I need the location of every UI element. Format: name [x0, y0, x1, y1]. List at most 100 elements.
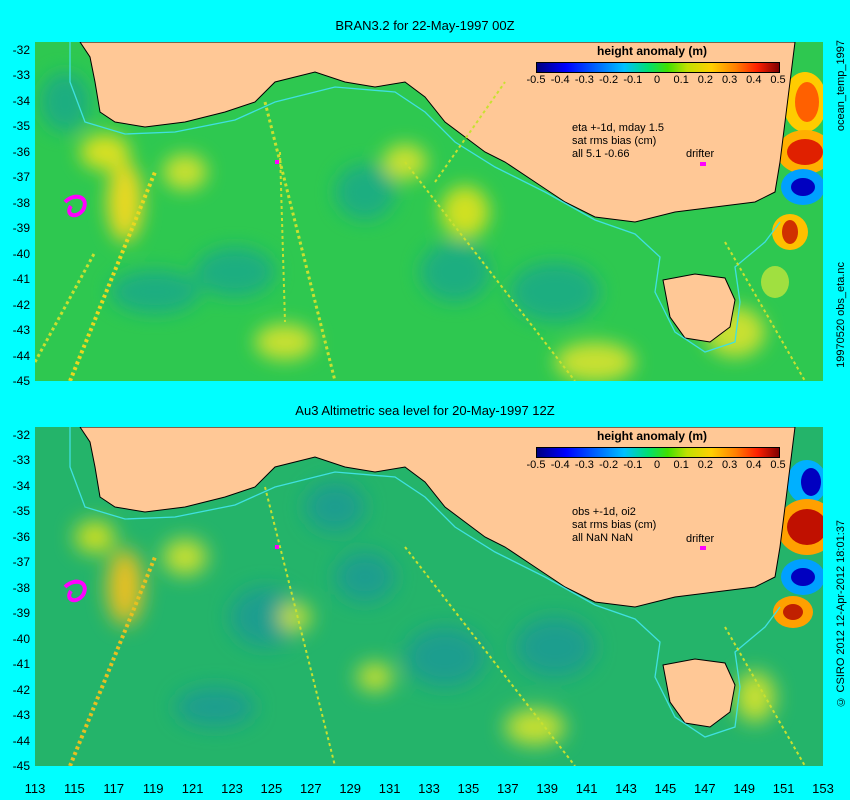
colorbar-tick-label: -0.4 — [550, 459, 570, 471]
panel-1-note: eta +-1d, mday 1.5 sat rms bias (cm) all… — [572, 122, 664, 161]
colorbar-tick-label: -0.1 — [623, 74, 643, 86]
y-tick-label: -39 — [12, 606, 30, 621]
y-tick-label: -33 — [12, 453, 30, 468]
colorbar-tick-label: 0.5 — [770, 74, 786, 86]
australia-land — [79, 427, 796, 608]
colorbar-gradient — [536, 62, 780, 73]
x-tick-label: 123 — [221, 781, 243, 796]
y-tick-label: -41 — [12, 657, 30, 672]
drifter-marker — [700, 546, 706, 550]
y-tick-label: -34 — [12, 93, 30, 108]
x-tick-label: 137 — [496, 781, 519, 796]
y-tick-label: -41 — [12, 272, 30, 287]
y-tick-label: -35 — [12, 119, 30, 134]
x-tick-label: 113 — [24, 781, 46, 796]
y-tick-label: -39 — [12, 221, 30, 236]
x-tick-label: 153 — [812, 781, 834, 796]
y-tick-label: -36 — [12, 144, 30, 159]
colorbar-tick-label: 0.2 — [697, 74, 714, 86]
colorbar-tick-label: 0.3 — [721, 74, 738, 86]
australia-land — [79, 42, 796, 223]
y-tick-label: -32 — [12, 428, 30, 442]
y-tick-label: -44 — [12, 348, 30, 363]
colorbar-tick-label: 0.4 — [746, 459, 762, 471]
shelf-contour — [69, 427, 781, 738]
colorbar-tick-label: -0.1 — [623, 459, 643, 471]
colorbar-gradient — [536, 447, 780, 458]
colorbar-tick-label: -0.2 — [599, 74, 619, 86]
note-line: eta +-1d, mday 1.5 — [572, 122, 665, 134]
note-line: obs +-1d, oi2 — [572, 506, 636, 518]
y-tick-label: -45 — [12, 374, 30, 388]
y-tick-label: -42 — [12, 297, 30, 312]
panel-2-map — [35, 427, 823, 766]
x-tick-label: 119 — [142, 781, 164, 796]
tasmania-land — [662, 273, 736, 343]
y-tick-label: -34 — [12, 478, 30, 493]
x-tick-label: 115 — [64, 781, 85, 796]
colorbar-tick-label: 0.2 — [697, 459, 714, 471]
drifter-marker — [700, 162, 706, 166]
colorbar-tick-label: -0.3 — [574, 74, 594, 86]
y-tick-label: -32 — [12, 43, 30, 57]
x-tick-label: 117 — [103, 781, 125, 796]
y-tick-label: -38 — [12, 195, 30, 210]
x-tick-label: 145 — [654, 781, 677, 796]
y-tick-label: -40 — [12, 631, 30, 646]
x-tick-label: 143 — [615, 781, 637, 796]
ocean-eddies-east — [761, 72, 823, 298]
y-tick-label: -43 — [12, 708, 30, 723]
x-tick-label: 121 — [181, 781, 204, 796]
colorbar-tick-label: 0 — [653, 459, 661, 471]
y-tick-label: -42 — [12, 682, 30, 697]
y-tick-label: -43 — [12, 323, 30, 338]
colorbar-tick-label: 0.4 — [746, 74, 762, 86]
panel-1-side-label-top: ocean_temp_1997 — [835, 40, 847, 132]
drifter-track — [63, 579, 87, 603]
x-tick-label: 147 — [693, 781, 716, 796]
x-tick-label: 139 — [536, 781, 559, 796]
note-line: all 5.1 -0.66 — [572, 148, 630, 160]
colorbar-title: height anomaly (m) — [596, 429, 707, 443]
note-line: all NaN NaN — [572, 532, 634, 544]
x-tick-label: 135 — [457, 781, 480, 796]
y-tick-label: -38 — [12, 580, 30, 595]
colorbar-tick-label: -0.5 — [526, 459, 546, 471]
colorbar-tick-label: 0.5 — [770, 459, 786, 471]
y-tick-label: -37 — [12, 555, 30, 570]
x-tick-label: 151 — [772, 781, 795, 796]
ocean-eddies-east — [773, 460, 823, 628]
tasmania-land — [662, 658, 736, 728]
colorbar-tick-label: -0.5 — [526, 74, 546, 86]
note-line: sat rms bias (cm) — [572, 519, 657, 531]
panel-2-title: Au3 Altimetric sea level for 20-May-1997… — [295, 403, 555, 418]
x-tick-label: 125 — [260, 781, 283, 796]
y-tick-label: -36 — [12, 529, 30, 544]
y-tick-label: -40 — [12, 246, 30, 261]
panel-1-map — [35, 42, 823, 381]
colorbar-tick-label: 0.1 — [673, 74, 689, 86]
x-tick-label: 131 — [378, 781, 401, 796]
x-tick-label: 127 — [299, 781, 322, 796]
x-tick-label: 129 — [339, 781, 362, 796]
x-tick-label: 141 — [575, 781, 598, 796]
y-tick-label: -33 — [12, 68, 30, 83]
drifter-label: drifter — [686, 148, 715, 160]
panel-2-side-label: © CSIRO 2012 12-Apr-2012 18:01:37 — [835, 520, 847, 708]
panel-1-title: BRAN3.2 for 22-May-1997 00Z — [335, 18, 515, 33]
note-line: sat rms bias (cm) — [572, 135, 657, 147]
x-tick-label: 133 — [418, 781, 440, 796]
y-tick-label: -37 — [12, 170, 30, 185]
panel-2-note: obs +-1d, oi2 sat rms bias (cm) all NaN … — [572, 506, 656, 545]
y-tick-label: -35 — [12, 504, 30, 519]
x-tick-label: 149 — [733, 781, 756, 796]
panel-1-side-label: 19970520 obs_eta.nc — [835, 262, 847, 368]
colorbar-tick-label: 0.1 — [673, 459, 689, 471]
colorbar-tick-label: 0.3 — [721, 459, 738, 471]
colorbar-tick-label: -0.4 — [550, 74, 570, 86]
drifter-label: drifter — [686, 533, 715, 545]
colorbar-tick-label: 0 — [653, 74, 661, 86]
drifter-track — [63, 194, 87, 218]
y-tick-label: -44 — [12, 733, 30, 748]
colorbar-title: height anomaly (m) — [596, 44, 707, 58]
